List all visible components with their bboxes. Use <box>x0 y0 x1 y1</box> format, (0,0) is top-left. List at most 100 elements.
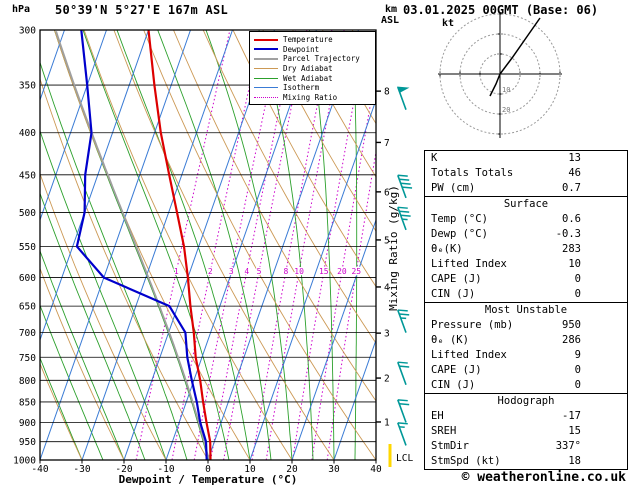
hodograph-trace <box>489 17 541 97</box>
stat-label: SREH <box>431 425 457 437</box>
svg-text:950: 950 <box>19 437 36 448</box>
wind-barb <box>397 206 411 231</box>
svg-text:750: 750 <box>19 353 36 364</box>
stat-row: Totals Totals 46 <box>425 166 627 181</box>
svg-text:8: 8 <box>283 267 288 276</box>
stat-row: StmSpd (kt) 18 <box>425 454 627 469</box>
stat-row: CAPE (J) 0 <box>425 272 627 287</box>
stat-value: -0.3 <box>555 228 581 240</box>
stats-section-most-unstable: Most Unstable Pressure (mb) 950 θₑ (K) 2… <box>425 302 627 393</box>
svg-text:1000: 1000 <box>13 456 36 467</box>
legend-item-mixing-ratio: Mixing Ratio <box>254 93 371 103</box>
stat-row: K 13 <box>425 151 627 166</box>
stats-section-hodograph: Hodograph EH -17 SREH 15 StmDir 337° Stm… <box>425 393 627 469</box>
legend-line-isotherm <box>254 87 278 89</box>
stat-value: 0 <box>574 364 581 376</box>
stat-row: θₑ(K) 283 <box>425 242 627 257</box>
svg-text:600: 600 <box>19 273 36 284</box>
stat-row: SREH 15 <box>425 424 627 439</box>
stat-value: 0 <box>574 273 581 285</box>
stats-section-surface: Surface Temp (°C) 0.6 Dewp (°C) -0.3 θₑ(… <box>425 196 627 302</box>
stat-value: 15 <box>568 425 581 437</box>
legend-label: Dry Adiabat <box>283 64 333 74</box>
hodograph-ring <box>439 13 561 135</box>
stat-label: Lifted Index <box>431 349 507 361</box>
stat-value: 13 <box>568 152 581 164</box>
svg-text:-30: -30 <box>73 464 90 475</box>
hodograph-svg: 10 20 kt <box>438 12 562 138</box>
stat-label: CIN (J) <box>431 288 476 300</box>
svg-text:400: 400 <box>19 128 36 139</box>
wind-barb <box>397 422 408 446</box>
stat-label: PW (cm) <box>431 182 476 194</box>
hodograph-ring-label: 10 <box>502 86 510 94</box>
legend-line-temperature <box>254 38 278 41</box>
stat-row: StmDir 337° <box>425 439 627 454</box>
stat-value: 10 <box>568 258 581 270</box>
svg-text:800: 800 <box>19 376 36 387</box>
stat-value: 46 <box>568 167 581 179</box>
stats-section-title: Surface <box>503 198 549 210</box>
svg-text:7: 7 <box>384 138 390 149</box>
stat-label: CAPE (J) <box>431 364 482 376</box>
dewpoint-curve <box>75 30 208 460</box>
svg-text:350: 350 <box>19 81 36 92</box>
stat-value: 9 <box>574 349 581 361</box>
hodograph-ring-label: 20 <box>502 106 510 114</box>
svg-text:3: 3 <box>229 267 234 276</box>
lcl-label: LCL <box>396 453 413 464</box>
stat-row: Pressure (mb) 950 <box>425 318 627 333</box>
svg-text:40: 40 <box>370 464 382 475</box>
legend: Temperature Dewpoint Parcel Trajectory D… <box>249 31 376 106</box>
stat-label: EH <box>431 410 444 422</box>
km-axis-label: km <box>385 4 398 15</box>
svg-text:20: 20 <box>286 464 298 475</box>
stat-value: -17 <box>562 410 581 422</box>
stat-value: 950 <box>562 319 581 331</box>
wind-barb <box>397 309 410 333</box>
stat-value: 0 <box>574 288 581 300</box>
svg-text:6: 6 <box>384 187 390 198</box>
stats-section-title: Most Unstable <box>484 304 568 316</box>
svg-text:10: 10 <box>294 267 304 276</box>
svg-text:2: 2 <box>384 374 390 385</box>
stat-row: Temp (°C) 0.6 <box>425 212 627 227</box>
svg-text:450: 450 <box>19 170 36 181</box>
legend-label: Mixing Ratio <box>283 92 338 102</box>
station-title: 50°39'N 5°27'E 167m ASL <box>55 3 229 17</box>
temperature-curve <box>147 30 212 460</box>
mixing-ratio-axis-title: Mixing Ratio (g/kg) <box>387 185 400 311</box>
svg-text:5: 5 <box>257 267 262 276</box>
svg-text:4: 4 <box>384 282 390 293</box>
svg-text:300: 300 <box>19 26 36 37</box>
stat-value: 0.6 <box>562 213 581 225</box>
stat-row: CAPE (J) 0 <box>425 363 627 378</box>
stat-value: 0.7 <box>562 182 581 194</box>
svg-text:8: 8 <box>384 87 390 98</box>
datetime-title: 03.01.2025 00GMT (Base: 06) <box>403 3 599 17</box>
svg-text:20: 20 <box>337 267 347 276</box>
sounding-curves <box>55 30 212 460</box>
wind-barb <box>397 399 410 423</box>
stat-label: Temp (°C) <box>431 213 488 225</box>
legend-item-wet-adiabat: Wet Adiabat <box>254 73 371 83</box>
svg-text:900: 900 <box>19 418 36 429</box>
legend-item-dry-adiabat: Dry Adiabat <box>254 64 371 74</box>
stat-row: CIN (J) 0 <box>425 378 627 393</box>
legend-label: Temperature <box>283 35 333 45</box>
hodograph-unit-label: kt <box>442 18 454 29</box>
legend-label: Parcel Trajectory <box>283 54 360 64</box>
svg-text:2: 2 <box>208 267 213 276</box>
legend-line-mixing-ratio <box>254 96 278 98</box>
stat-row: Lifted Index 10 <box>425 257 627 272</box>
hodograph-ring <box>479 53 521 95</box>
stat-row: Lifted Index 9 <box>425 348 627 363</box>
stat-value: 337° <box>555 440 581 452</box>
svg-text:25: 25 <box>351 267 361 276</box>
stat-label: CAPE (J) <box>431 273 482 285</box>
legend-label: Wet Adiabat <box>283 73 333 83</box>
wind-barb <box>397 86 410 110</box>
stat-label: θₑ (K) <box>431 334 469 346</box>
legend-label: Isotherm <box>283 83 320 93</box>
